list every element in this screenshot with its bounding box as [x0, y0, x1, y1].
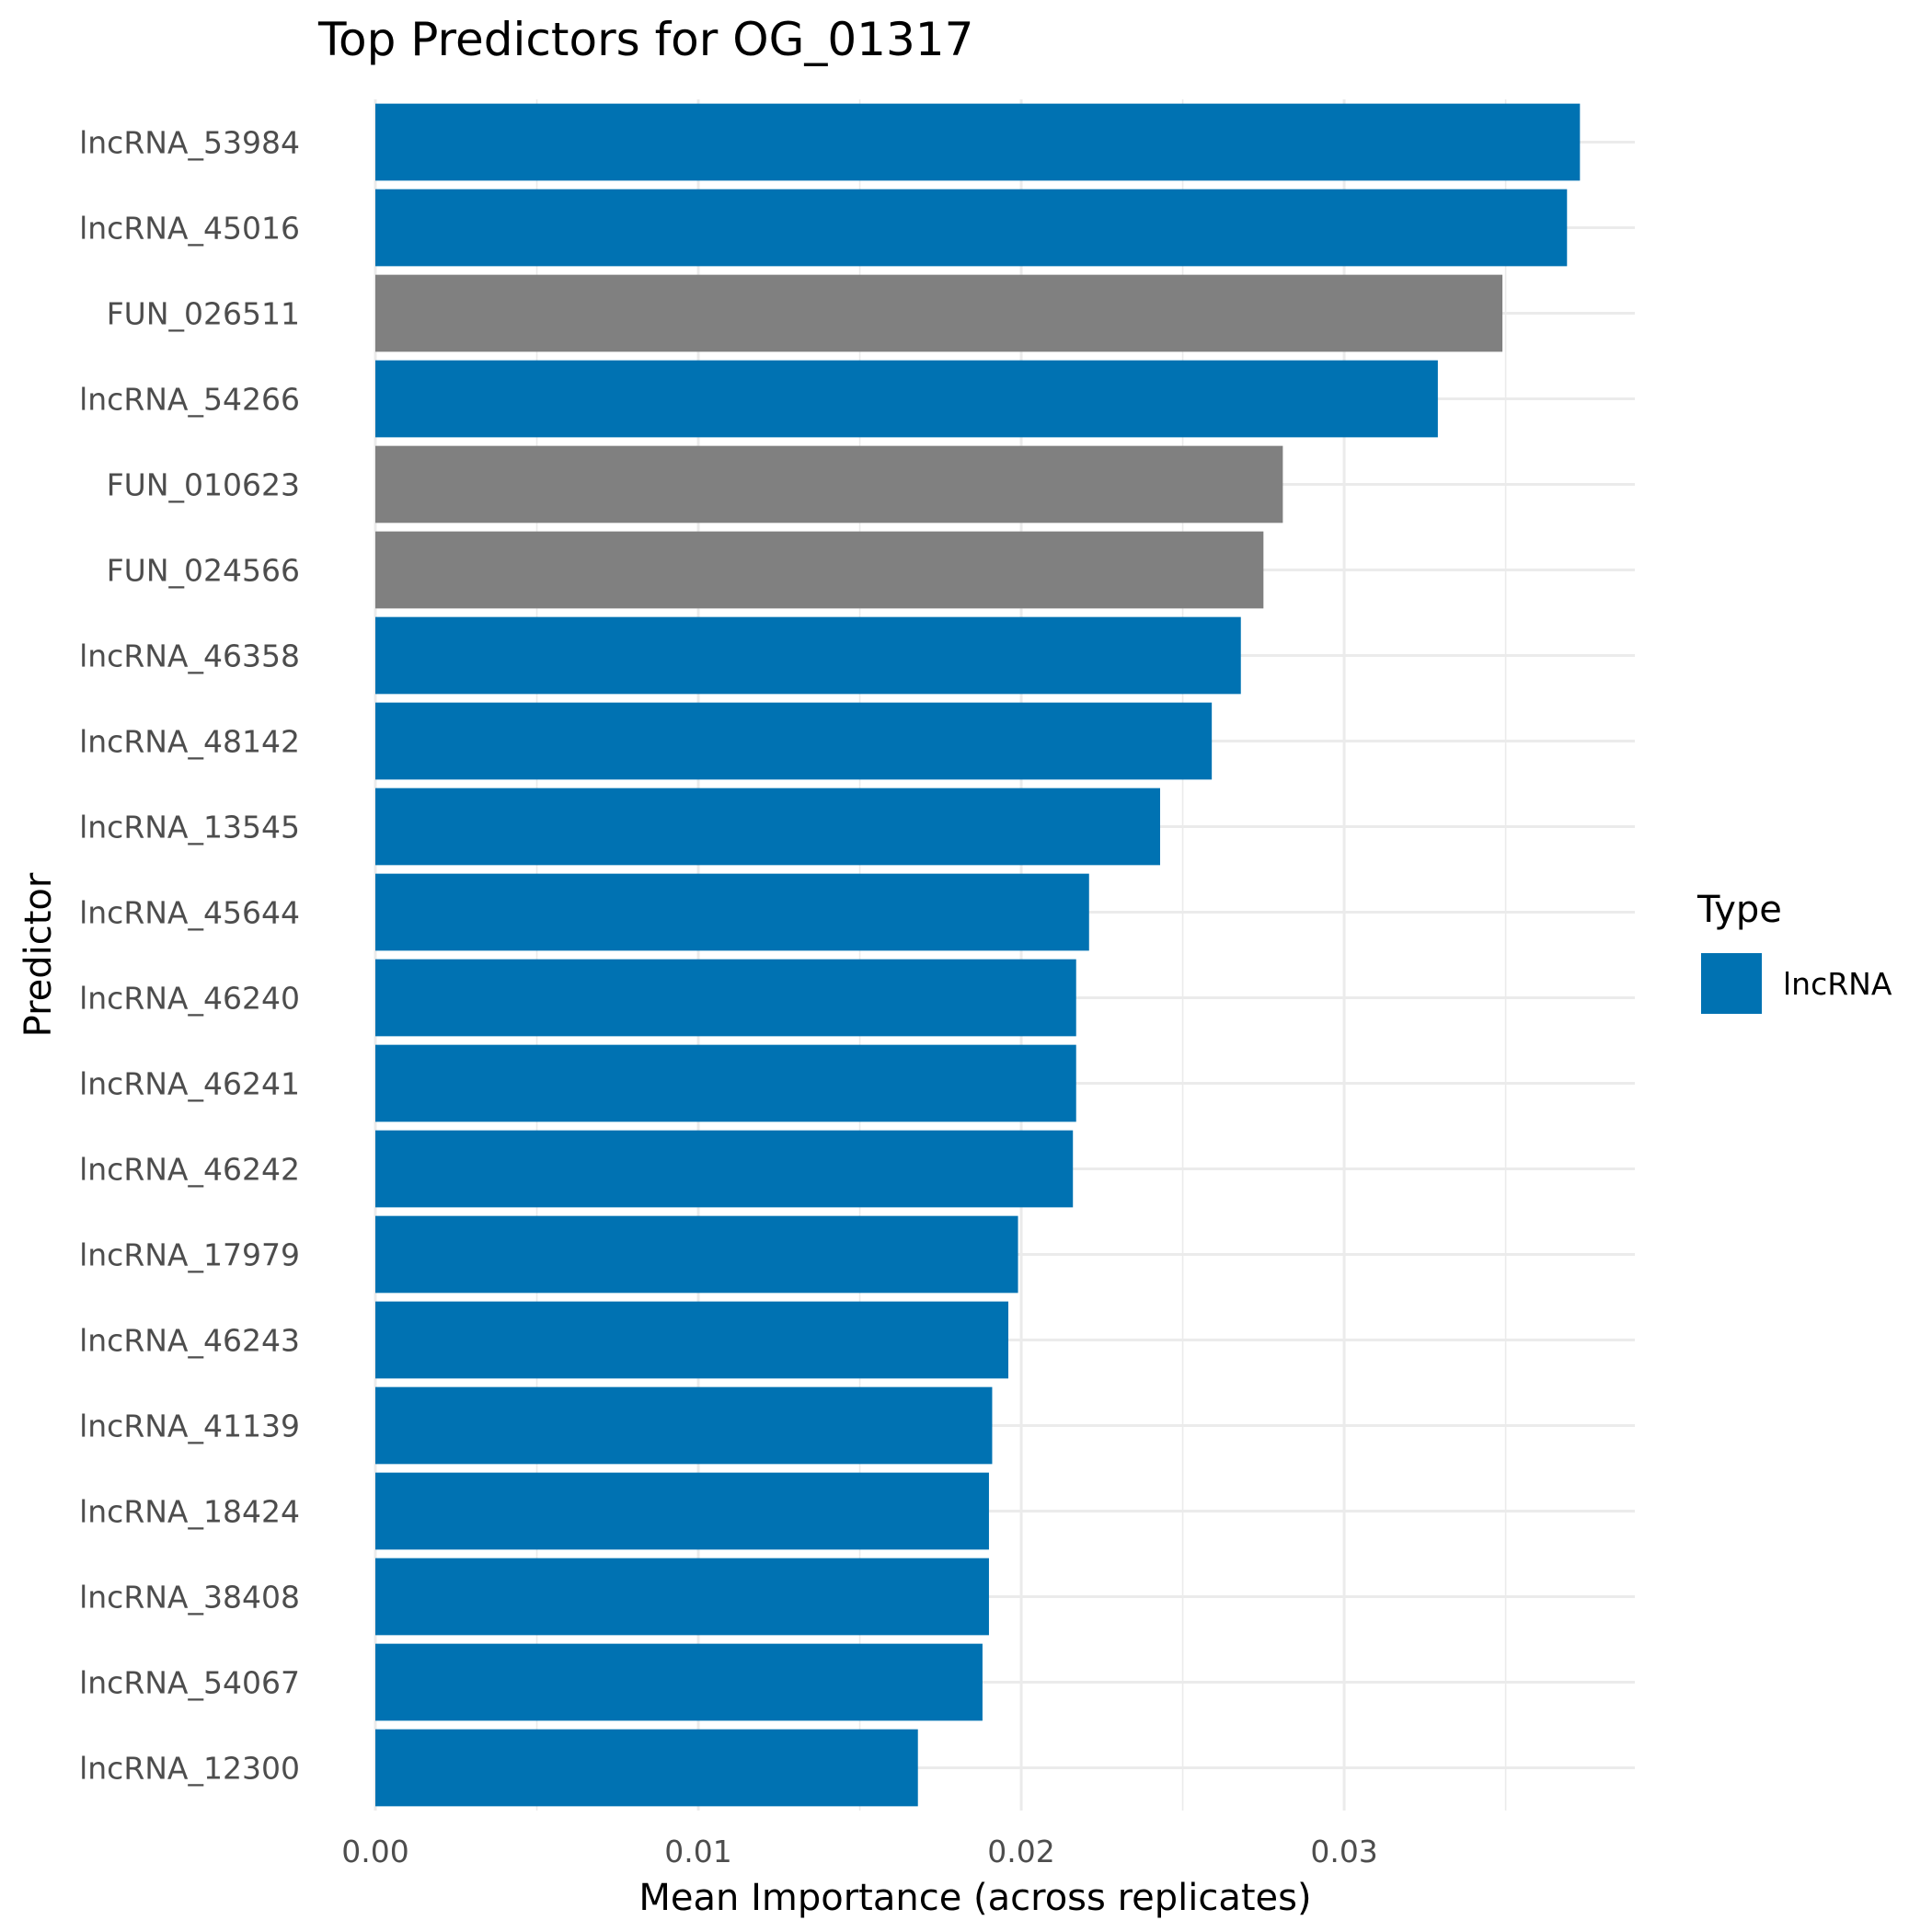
y-tick-label: lncRNA_45016 [79, 211, 300, 247]
y-tick-label: lncRNA_46358 [79, 638, 300, 674]
y-tick-labels: lncRNA_53984 lncRNA_45016 FUN_026511 lncRNA… [79, 125, 300, 1787]
bar-lncRNA_12300 [375, 1729, 918, 1807]
bar-lncRNA_48142 [375, 702, 1213, 780]
y-tick-label: lncRNA_13545 [79, 810, 300, 845]
bars [375, 103, 1581, 1807]
grid [374, 99, 1635, 1811]
x-tick-label: 0.02 [987, 1834, 1054, 1869]
y-tick-label: lncRNA_53984 [79, 125, 300, 161]
y-tick-label: lncRNA_38408 [79, 1580, 300, 1616]
y-axis-title: Predictor [17, 872, 60, 1037]
y-tick-label: lncRNA_48142 [79, 724, 300, 760]
y-tick-label: lncRNA_41139 [79, 1409, 300, 1444]
chart-title: Top Predictors for OG_01317 [317, 13, 973, 66]
bar-lncRNA_46243 [375, 1301, 1009, 1379]
bar-lncRNA_18424 [375, 1472, 989, 1550]
bar-lncRNA_38408 [375, 1558, 989, 1636]
y-tick-label: lncRNA_45644 [79, 895, 300, 931]
y-tick-label: FUN_026511 [107, 296, 300, 332]
legend-label-lncRNA: lncRNA [1783, 966, 1892, 1002]
bar-FUN_026511 [375, 274, 1503, 352]
y-tick-label: FUN_010623 [107, 467, 300, 503]
bar-lncRNA_46240 [375, 959, 1076, 1037]
bar-lncRNA_54067 [375, 1643, 983, 1721]
x-tick-labels: 0.00 0.01 0.02 0.03 [341, 1834, 1378, 1869]
bar-FUN_024566 [375, 531, 1264, 609]
y-tick-label: lncRNA_54067 [79, 1665, 300, 1701]
y-tick-label: lncRNA_18424 [79, 1494, 300, 1530]
legend-title: Type [1696, 889, 1782, 931]
bar-lncRNA_13545 [375, 788, 1160, 866]
y-tick-label: FUN_024566 [107, 553, 300, 589]
legend: Type lncRNA [1696, 889, 1892, 1014]
bar-lncRNA_45644 [375, 873, 1089, 951]
x-tick-label: 0.01 [664, 1834, 731, 1869]
y-tick-label: lncRNA_46240 [79, 981, 300, 1017]
bar-lncRNA_17979 [375, 1215, 1018, 1294]
x-axis-title: Mean Importance (across replicates) [638, 1877, 1311, 1919]
x-tick-label: 0.00 [341, 1834, 408, 1869]
legend-swatch-lncRNA [1701, 953, 1762, 1014]
y-tick-label: lncRNA_54266 [79, 382, 300, 418]
bar-lncRNA_46241 [375, 1044, 1076, 1122]
bar-FUN_010623 [375, 445, 1283, 523]
bar-lncRNA_46358 [375, 616, 1241, 695]
y-tick-label: lncRNA_46241 [79, 1066, 300, 1102]
x-tick-label: 0.03 [1310, 1834, 1377, 1869]
bar-lncRNA_46242 [375, 1130, 1074, 1208]
bar-lncRNA_53984 [375, 103, 1581, 181]
y-tick-label: lncRNA_46242 [79, 1152, 300, 1188]
y-tick-label: lncRNA_46243 [79, 1323, 300, 1359]
bar-lncRNA_41139 [375, 1386, 993, 1465]
y-tick-label: lncRNA_17979 [79, 1237, 300, 1273]
y-tick-label: lncRNA_12300 [79, 1751, 300, 1787]
bar-lncRNA_45016 [375, 189, 1568, 267]
bar-lncRNA_54266 [375, 360, 1438, 438]
